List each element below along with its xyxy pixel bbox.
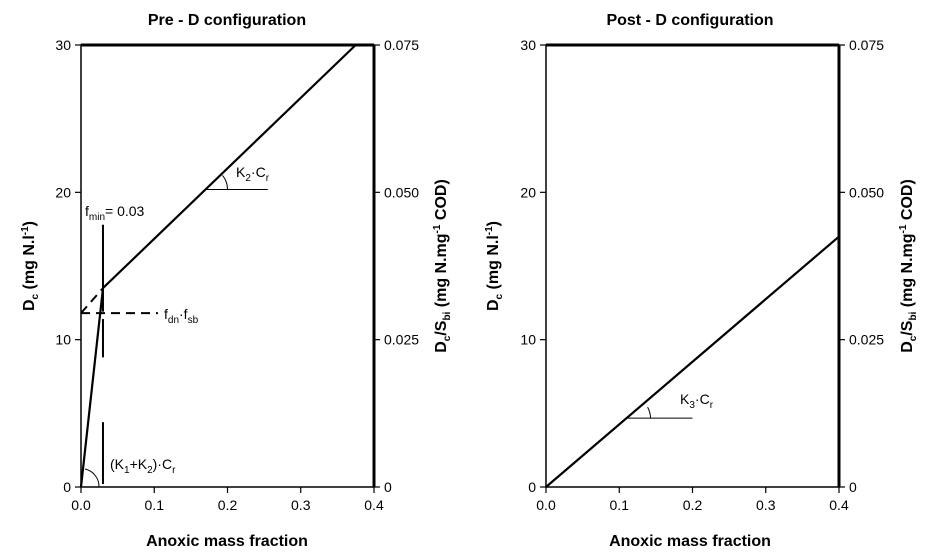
y-tick-label-left: 10	[55, 332, 71, 348]
dashed-line	[80, 287, 104, 314]
slope-angle-arc	[222, 175, 229, 190]
y-tick-label-right: 0.050	[384, 184, 419, 200]
x-tick-label: 0.0	[536, 497, 556, 513]
x-tick-label: 0.2	[683, 497, 703, 513]
chart-title: Post - D configuration	[606, 12, 773, 29]
x-tick-label: 0.4	[364, 497, 384, 513]
axes-frame	[545, 44, 840, 488]
k2-cr-label: K2·Cr	[236, 164, 270, 184]
x-tick-label: 0.1	[145, 497, 165, 513]
y-tick-label-right: 0.075	[849, 37, 884, 53]
y-axis-label-right: Dc/Sbi (mg N.mg-1 COD)	[432, 179, 453, 353]
k1-k2-cr-label: (K1+K2)·Cr	[110, 456, 176, 476]
x-tick-label: 0.0	[71, 497, 91, 513]
chart-title: Pre - D configuration	[148, 12, 306, 29]
plot-area	[79, 44, 357, 488]
y-tick-label-left: 0	[63, 479, 71, 495]
y-tick-label-right: 0	[384, 479, 392, 495]
y-tick-label-right: 0.025	[849, 332, 884, 348]
x-tick-label: 0.1	[610, 497, 630, 513]
y-tick-label-right: 0.075	[384, 37, 419, 53]
y-tick-label-right: 0	[849, 479, 857, 495]
pre-d-chart: Pre - D configuration 0.0 0.1 0.2 0.3 0.4010…	[20, 12, 453, 550]
y-tick-label-right: 0.025	[384, 332, 419, 348]
fdn-fsb-label: fdn·fsb	[164, 306, 199, 326]
post-d-chart: Post - D configuration 0.0 0.1 0.2 0.3 0.401…	[484, 12, 919, 550]
x-tick-label: 0.4	[829, 497, 849, 513]
y-tick-label-left: 0	[528, 479, 536, 495]
slope-angle-arc	[647, 406, 652, 419]
x-axis-label: Anoxic mass fraction	[146, 533, 308, 550]
slope-angle-arc	[84, 468, 100, 488]
series-line	[102, 44, 357, 289]
y-tick-label-left: 30	[520, 37, 536, 53]
fmin-label: fmin= 0.03	[85, 203, 145, 223]
y-tick-label-right: 0.050	[849, 184, 884, 200]
y-tick-label-left: 20	[520, 184, 536, 200]
y-axis-label-left: Dc (mg N.l-1)	[484, 221, 505, 311]
y-tick-label-left: 20	[55, 184, 71, 200]
x-tick-label: 0.3	[291, 497, 311, 513]
y-tick-label-left: 10	[520, 332, 536, 348]
series-line	[545, 235, 840, 488]
y-tick-label-left: 30	[55, 37, 71, 53]
k3-cr-label: K3·Cr	[680, 391, 714, 411]
plot-area	[545, 235, 840, 488]
y-axis-label-right: Dc/Sbi (mg N.mg-1 COD)	[898, 179, 919, 353]
series-line	[79, 287, 105, 488]
x-tick-label: 0.2	[218, 497, 238, 513]
y-axis-label-left: Dc (mg N.l-1)	[20, 221, 41, 311]
x-tick-label: 0.3	[756, 497, 776, 513]
x-axis-label: Anoxic mass fraction	[609, 533, 771, 550]
